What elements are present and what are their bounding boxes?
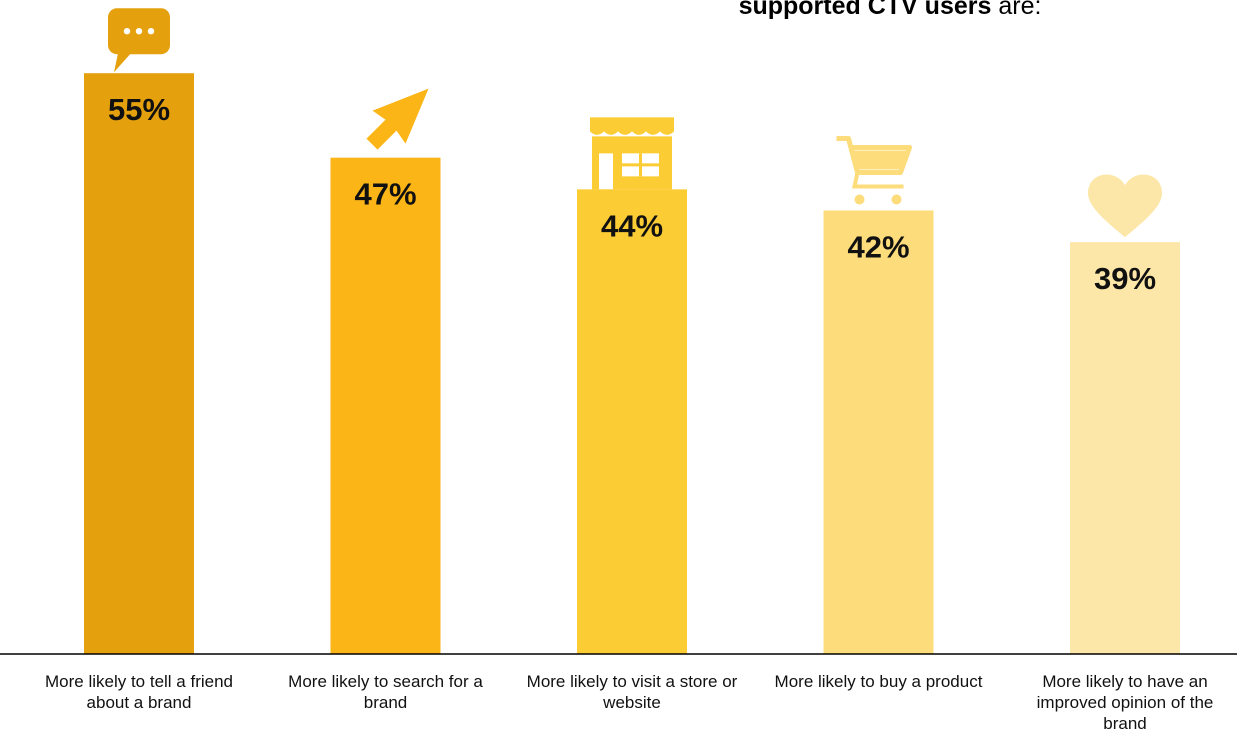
chart-title: supported CTV users are: <box>560 0 1220 19</box>
bar <box>330 157 441 654</box>
category-label: More likely to search for a brand <box>288 672 483 712</box>
chart-title-bold: supported CTV users <box>738 0 992 20</box>
category-label: More likely to visit a store or website <box>526 672 738 712</box>
data-label: 55% <box>108 92 170 127</box>
bar <box>577 189 687 655</box>
bar <box>823 210 934 655</box>
speech-bubble-icon <box>108 8 170 73</box>
category-label: More likely to buy a product <box>774 672 983 691</box>
bar <box>84 73 194 654</box>
data-label: 42% <box>847 229 909 264</box>
category-label: More likely to tell a friend about a bra… <box>44 672 234 712</box>
heart-icon <box>1088 174 1162 238</box>
chart-title-rest: are: <box>991 0 1042 20</box>
category-label: More likely to have an improved opinion … <box>1036 672 1214 733</box>
data-label: 47% <box>354 177 416 212</box>
cursor-arrow-icon <box>366 88 429 150</box>
shopping-cart-icon <box>836 135 912 205</box>
data-label: 44% <box>601 208 663 243</box>
storefront-icon <box>590 117 674 190</box>
data-label: 39% <box>1094 261 1156 296</box>
bar <box>1070 242 1180 654</box>
